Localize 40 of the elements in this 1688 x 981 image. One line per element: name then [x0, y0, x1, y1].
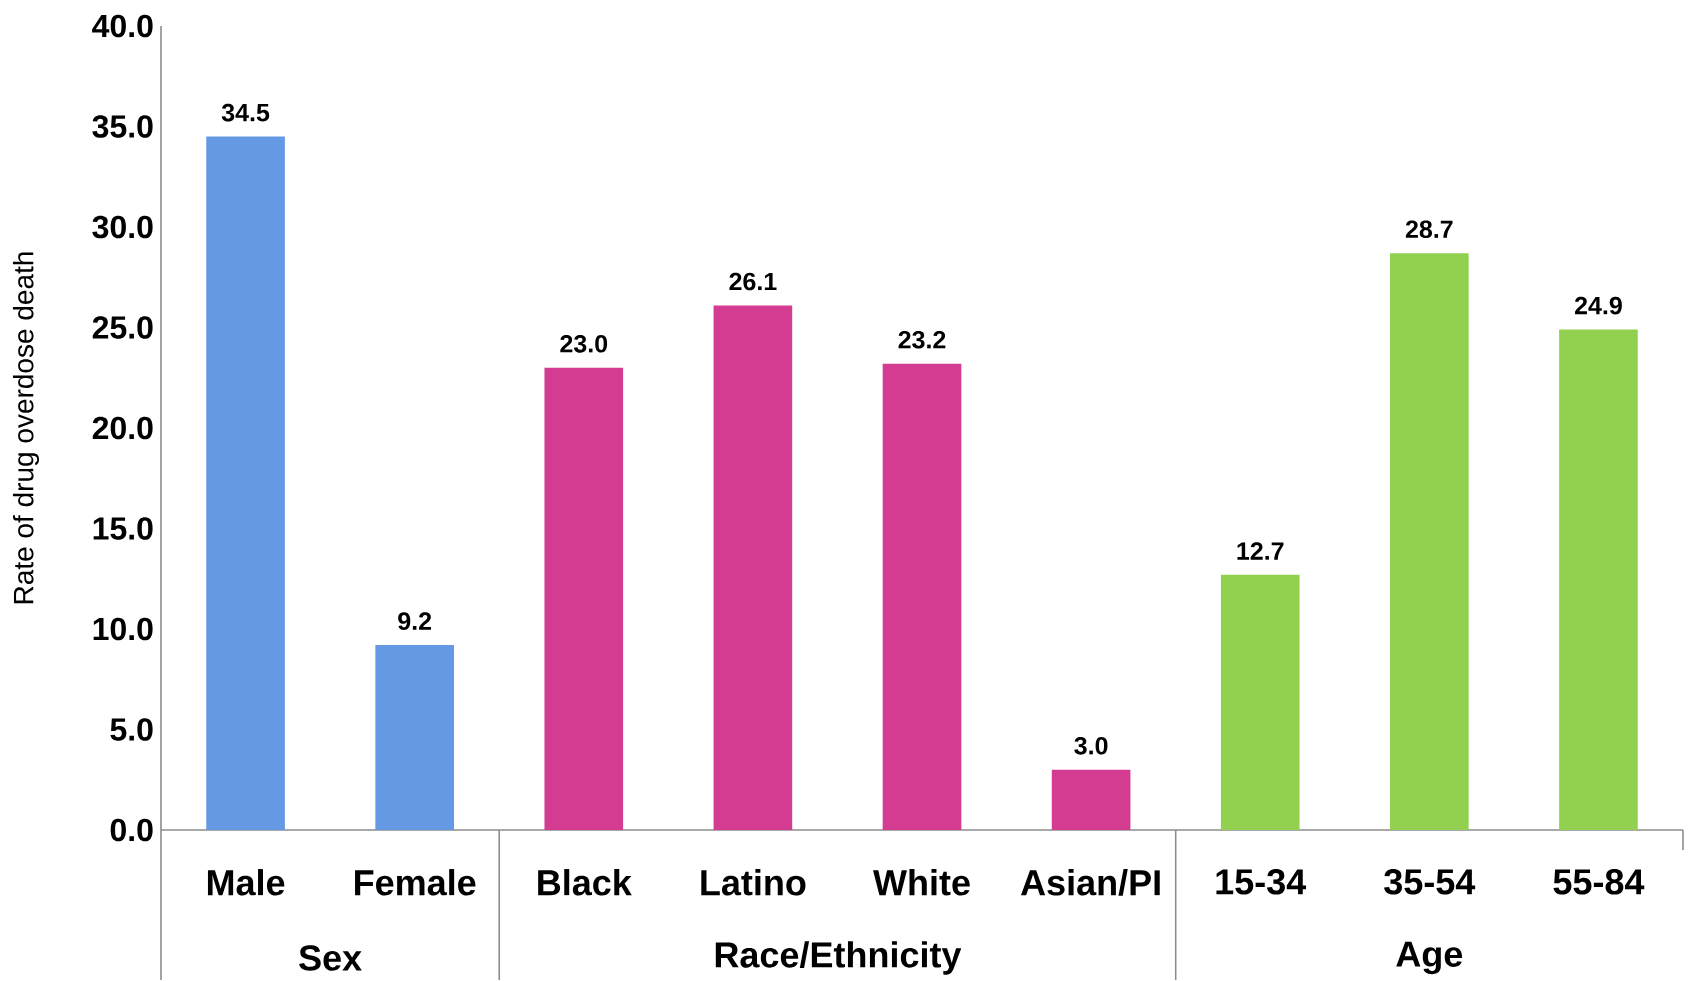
bar	[206, 136, 285, 830]
bar	[375, 644, 454, 830]
x-tick-label: 55-84	[1553, 868, 1645, 895]
y-tick-label: 5.0	[110, 717, 153, 741]
x-tick-label: Female	[355, 868, 476, 896]
x-tick-label: Black	[538, 868, 632, 896]
y-tick-label: 30.0	[92, 215, 153, 239]
bar	[1220, 574, 1300, 830]
text: Race/Ethnicity	[715, 940, 962, 975]
y-tick-label: 20.0	[92, 416, 153, 440]
bar	[1051, 769, 1131, 830]
bar	[882, 363, 962, 830]
x-tick-label: Male	[207, 868, 285, 896]
data-label: 24.9	[1575, 296, 1622, 315]
y-tick-label: 25.0	[92, 315, 153, 339]
bar	[1559, 329, 1638, 830]
y-tick-label: 0.0	[110, 818, 153, 842]
y-axis-title: Rate of drug overdose death	[12, 252, 40, 603]
data-label: 26.1	[729, 272, 777, 291]
data-label: 9.2	[398, 612, 432, 630]
text: Age	[1396, 941, 1463, 974]
x-tick-label: 15-34	[1216, 868, 1307, 895]
data-label: 12.7	[1237, 542, 1284, 560]
bar	[713, 305, 793, 830]
bar	[1390, 252, 1469, 830]
y-tick-label: 40.0	[92, 14, 153, 38]
data-label: 3.0	[1074, 736, 1108, 755]
data-label: 23.0	[560, 334, 608, 353]
x-tick-label: White	[873, 868, 970, 896]
x-tick-label: Latino	[701, 868, 806, 896]
data-label: 34.5	[221, 103, 270, 122]
data-label: 28.7	[1405, 220, 1453, 238]
y-tick-label: 10.0	[93, 617, 153, 641]
x-tick-label: 35-54	[1384, 868, 1476, 895]
y-tick-label: 35.0	[92, 114, 153, 138]
y-tick-label: 15.0	[93, 516, 153, 540]
bar	[544, 367, 624, 830]
x-tick-label: Asian/PI	[1021, 868, 1160, 896]
text: Sex	[299, 945, 362, 971]
data-label: 23.2	[898, 330, 946, 349]
